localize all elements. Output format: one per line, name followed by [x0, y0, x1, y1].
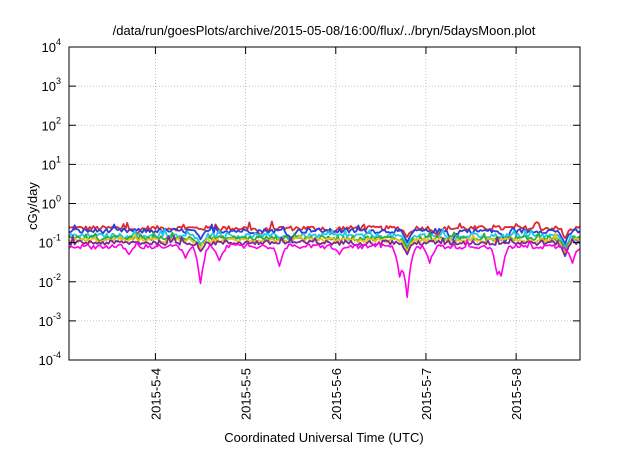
y-tick-label-base: 10 — [39, 236, 53, 251]
series-line-4 — [68, 231, 581, 253]
x-tick-label: 2015-5-6 — [329, 368, 344, 420]
y-tick-label: 102 — [42, 115, 61, 133]
x-axis-label: Coordinated Universal Time (UTC) — [224, 430, 423, 445]
x-tick-label: 2015-5-8 — [509, 368, 524, 420]
y-tick-label-exponent: -4 — [53, 350, 61, 360]
y-tick-label: 104 — [42, 37, 61, 55]
y-tick-label: 103 — [42, 76, 61, 94]
series-line-1 — [68, 220, 581, 240]
series-line-3 — [68, 228, 581, 250]
y-tick-label-exponent: 2 — [56, 115, 61, 125]
y-tick-label-exponent: -1 — [53, 233, 61, 243]
grid-lines — [69, 47, 580, 360]
series-layer — [68, 220, 581, 299]
y-tick-label-exponent: 3 — [56, 76, 61, 86]
y-tick-label-base: 10 — [39, 353, 53, 368]
x-tick-label: 2015-5-7 — [419, 368, 434, 420]
y-tick-label-exponent: -3 — [53, 311, 61, 321]
series-line-2 — [68, 223, 581, 246]
x-tick-label: 2015-5-5 — [239, 368, 254, 420]
plot-frame — [68, 46, 581, 361]
series-line-6 — [68, 235, 581, 258]
y-tick-label-exponent: -2 — [53, 272, 61, 282]
y-tick-label-exponent: 1 — [56, 154, 61, 164]
y-tick-label-base: 10 — [42, 79, 56, 94]
y-tick-label: 10-4 — [39, 350, 61, 368]
y-tick-label-base: 10 — [39, 314, 53, 329]
y-tick-label-base: 10 — [42, 157, 56, 172]
y-tick-label: 10-2 — [39, 272, 61, 290]
y-tick-label-base: 10 — [42, 197, 56, 212]
y-tick-label-exponent: 4 — [56, 37, 61, 47]
y-tick-label: 10-3 — [39, 311, 61, 329]
y-tick-label-base: 10 — [42, 118, 56, 133]
y-tick-label: 10-1 — [39, 233, 61, 251]
y-tick-label-base: 10 — [42, 40, 56, 55]
y-tick-label-base: 10 — [39, 275, 53, 290]
chart-title: /data/run/goesPlots/archive/2015-05-08/1… — [113, 23, 536, 38]
y-tick-label: 101 — [42, 154, 61, 172]
y-tick-label-exponent: 0 — [56, 194, 61, 204]
y-axis-label: cGy/day — [25, 182, 40, 230]
series-line-7 — [68, 239, 581, 299]
x-tick-label: 2015-5-4 — [148, 368, 163, 420]
y-tick-label: 100 — [42, 194, 61, 212]
